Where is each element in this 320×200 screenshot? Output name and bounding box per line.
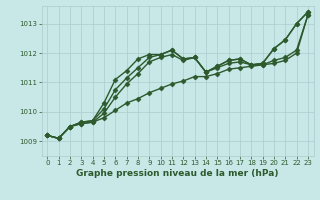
X-axis label: Graphe pression niveau de la mer (hPa): Graphe pression niveau de la mer (hPa) [76,169,279,178]
